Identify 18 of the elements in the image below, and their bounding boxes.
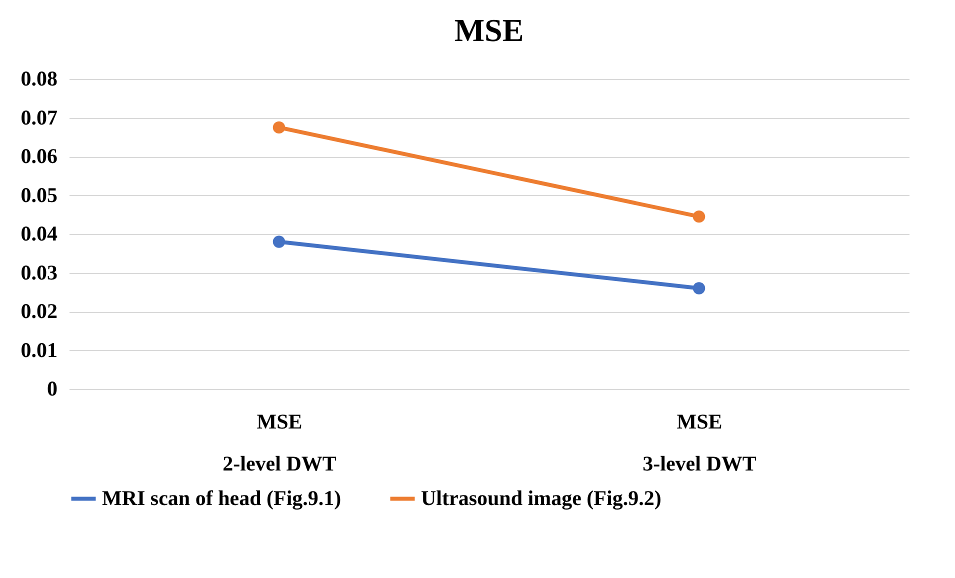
y-tick-label: 0.03 [20,260,58,284]
x-tick-label: MSE 3-level DWT [642,410,756,476]
y-tick-label: 0.02 [20,299,58,323]
y-tick-label: 0 [47,376,58,400]
y-tick-label: 0.04 [20,222,58,246]
y-tick-label: 0.07 [20,105,58,130]
y-tick-label: 0.05 [20,182,58,207]
legend-label: MRI scan of head (Fig.9.1) [102,486,342,510]
point [272,236,286,248]
legend-label: Ultrasound image (Fig.9.2) [421,486,662,510]
point [272,121,286,134]
y-tick-label: 0.01 [20,338,58,362]
point [692,210,706,223]
point [692,282,706,294]
y-tick-label: 0.06 [20,144,58,168]
x-tick-label: MSE 2-level DWT [222,410,336,476]
chart-title: MSE [454,12,524,48]
y-tick-label: 0.08 [20,66,58,90]
